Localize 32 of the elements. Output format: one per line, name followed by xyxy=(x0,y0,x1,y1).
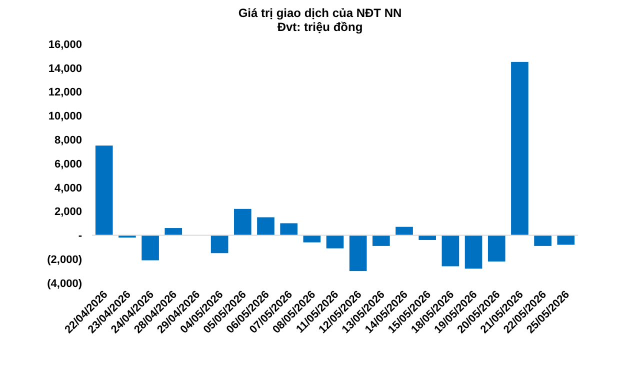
bar xyxy=(95,146,113,236)
bar xyxy=(372,235,390,246)
y-tick-label: 6,000 xyxy=(54,158,82,170)
bar xyxy=(488,235,506,262)
bar xyxy=(349,235,367,272)
bar xyxy=(557,235,575,245)
bar xyxy=(142,235,159,260)
bar xyxy=(210,235,228,254)
bar xyxy=(464,235,482,269)
bar xyxy=(234,208,252,236)
bar xyxy=(280,223,298,236)
y-tick-label: 12,000 xyxy=(48,86,82,99)
bar xyxy=(442,235,460,266)
bar xyxy=(326,235,344,248)
y-tick-label: 10,000 xyxy=(48,110,82,123)
y-tick-label: 4,000 xyxy=(54,182,82,194)
bar xyxy=(418,235,436,240)
bar xyxy=(534,235,552,246)
chart-title: Giá trị giao dịch của NĐT NN xyxy=(238,6,402,20)
bar xyxy=(257,217,274,236)
y-tick-label: - xyxy=(78,230,82,242)
bar xyxy=(396,226,413,236)
y-tick-label: 8,000 xyxy=(54,134,82,146)
y-tick-label: 14,000 xyxy=(48,62,82,75)
y-tick-label: (4,000) xyxy=(47,278,82,290)
y-tick-label: (2,000) xyxy=(47,254,82,266)
bar xyxy=(511,62,528,236)
chart-subtitle: Đvt: triệu đồng xyxy=(277,20,363,34)
bar xyxy=(303,235,321,242)
bar xyxy=(164,228,182,236)
y-tick-label: 16,000 xyxy=(48,38,82,51)
y-tick-label: 2,000 xyxy=(54,206,82,218)
